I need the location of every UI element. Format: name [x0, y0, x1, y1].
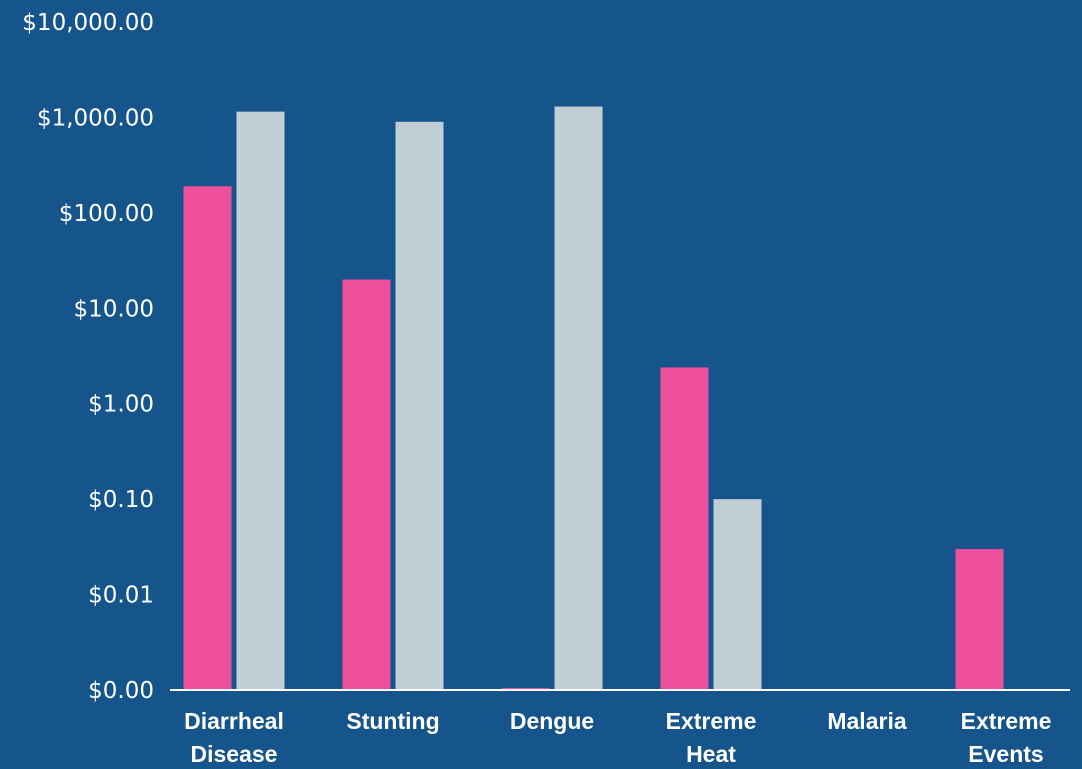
y-tick-label: $0.01: [88, 583, 154, 609]
bar: [236, 111, 285, 691]
x-tick-label: Malaria: [827, 708, 906, 734]
y-tick-label: $1,000.00: [37, 105, 154, 131]
x-tick-label: Disease: [191, 741, 278, 767]
bar: [660, 367, 709, 690]
x-tick-label: Dengue: [510, 708, 594, 734]
x-tick-label: Extreme: [961, 708, 1052, 734]
y-axis-ticks: $0.00 $0.01 $0.10 $1.00 $10.00 $100.00 $1,000.…: [22, 10, 154, 704]
y-tick-label: $10,000.00: [22, 10, 154, 36]
bar: [342, 279, 391, 690]
y-tick-label: $1.00: [88, 392, 154, 418]
y-tick-label: $0.00: [88, 678, 154, 704]
bar: [183, 186, 232, 690]
x-tick-label: Heat: [686, 741, 736, 767]
bars-group: [183, 106, 1004, 691]
x-tick-label: Stunting: [346, 708, 439, 734]
y-tick-label: $0.10: [88, 487, 154, 513]
x-tick-label: Extreme: [666, 708, 757, 734]
bar: [554, 106, 603, 691]
x-axis-labels: Diarrheal Disease Stunting Dengue Extreme Hea…: [184, 708, 1051, 767]
x-tick-label: Diarrheal: [184, 708, 284, 734]
y-tick-label: $10.00: [74, 296, 154, 322]
bar: [955, 549, 1004, 690]
bar: [395, 121, 444, 690]
y-tick-label: $100.00: [59, 201, 154, 227]
x-tick-label: Events: [968, 741, 1043, 767]
bar: [713, 499, 762, 690]
